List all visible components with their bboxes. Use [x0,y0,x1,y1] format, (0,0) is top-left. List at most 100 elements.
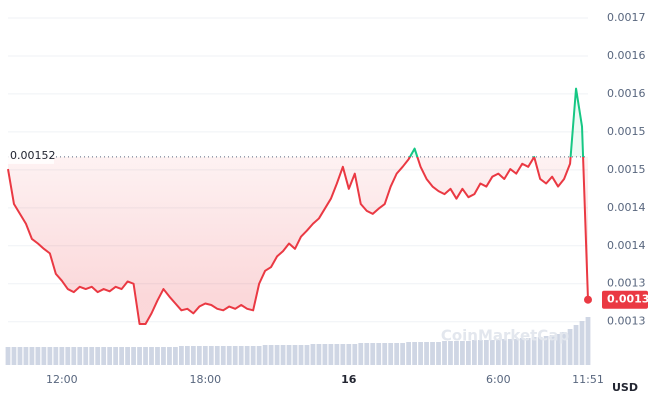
volume-bar [53,347,59,365]
volume-bar [202,346,208,365]
volume-bar [358,343,364,365]
volume-bar [388,343,394,365]
volume-bar [454,341,459,365]
y-tick-label: 0.0016 [607,87,646,100]
volume-bar [322,344,328,365]
baseline-label-bg [8,147,54,164]
volume-bar [304,345,310,365]
volume-bar [573,325,579,365]
volume-bar [483,340,489,365]
volume-bar [466,341,471,365]
volume-bar [579,321,585,365]
volume-bar [418,342,423,365]
volume-bar [262,345,268,365]
volume-bar [376,343,382,365]
x-tick-label: 16 [341,373,357,386]
volume-bar [131,347,136,365]
volume-bar [5,347,11,365]
currency-label: USD [612,381,638,394]
y-tick-label: 0.0014 [607,201,646,214]
volume-bar [310,344,316,365]
x-tick-label: 18:00 [189,373,221,386]
volume-bar [65,347,71,365]
volume-bar [17,347,23,365]
volume-bar [543,336,549,365]
volume-bar [585,317,591,365]
volume-bar [59,347,65,365]
volume-bar [519,338,525,365]
volume-bar [184,346,190,365]
volume-bar [35,347,41,365]
volume-bar [11,347,17,365]
price-line [7,87,589,325]
last-value-bg [602,290,648,309]
volume-bar [101,347,107,365]
volume-bar [448,341,453,365]
y-tick-label: 0.0017 [607,11,646,24]
volume-bar [328,344,334,365]
volume-bar [47,347,53,365]
volume-bar [238,346,244,365]
volume-bar [460,341,465,365]
y-tick-label: 0.0013 [607,277,646,290]
volume-bar [125,347,130,365]
volume-bar [226,346,232,365]
y-tick-label: 0.0013 [607,315,646,328]
volume-bar [41,347,47,365]
last-point [584,295,592,304]
volume-bar [424,342,429,365]
volume-bar [280,345,286,365]
baseline-label: 0.00152 [10,149,56,162]
volume-bar [95,347,101,365]
volume-bar [531,337,537,365]
volume-bar [316,344,322,365]
volume-bar [167,347,172,365]
y-tick-label: 0.0016 [607,49,646,62]
x-tick-label: 11:51 [572,373,604,386]
volume-bar [507,339,513,365]
area-below [8,156,588,324]
y-tick-label: 0.0014 [607,239,646,252]
volume-bar [119,347,124,365]
volume-bar [436,342,441,365]
last-value-label: 0.0013 [607,293,649,306]
volume-bar [442,341,447,365]
volume-bar [173,347,178,365]
volume-bar [406,342,412,365]
y-tick-label: 0.0015 [607,125,646,138]
volume-bar [513,339,519,365]
volume-bar [190,346,196,365]
volume-bar [292,345,298,365]
volume-bar [364,343,370,365]
volume-bar [89,347,95,365]
volume-bar [274,345,280,365]
volume-bar [29,347,35,365]
volume-bar [298,345,304,365]
volume-bar [107,347,113,365]
volume-bar [489,340,495,365]
y-tick-label: 0.0015 [607,163,646,176]
volume-bar [196,346,202,365]
volume-bar [149,347,154,365]
volume-bar [340,344,346,365]
volume-bar [208,346,214,365]
volume-bar [370,343,376,365]
volume-bar [232,346,238,365]
volume-bar [477,340,483,365]
volume-bar [472,340,477,365]
volume-bar [537,337,543,365]
volume-bar [23,347,29,365]
volume-bar [155,347,160,365]
x-tick-label: 6:00 [486,373,511,386]
volume-bar [220,346,226,365]
volume-bar [244,346,250,365]
volume-bar [495,340,501,365]
x-tick-label: 12:00 [46,373,78,386]
volume-bar [555,334,561,365]
volume-bar [179,346,184,365]
volume-bar [77,347,83,365]
volume-bar [567,329,573,365]
volume-bar [430,342,435,365]
volume-bar [286,345,292,365]
